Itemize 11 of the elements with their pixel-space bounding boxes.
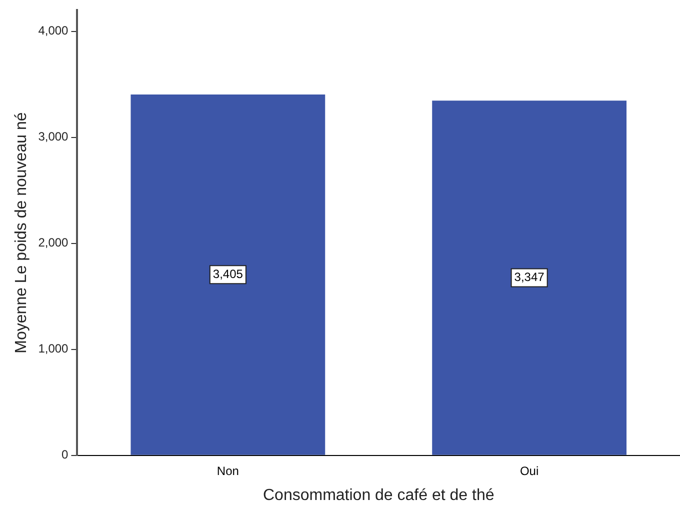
x-axis-title: Consommation de café et de thé [262,486,494,504]
y-tick-label: 2,000 [38,236,69,250]
y-tick-label: 1,000 [38,342,69,356]
x-tick-label: Oui [520,464,539,478]
data-label: 3,347 [514,270,545,284]
y-tick-label: 0 [62,448,69,462]
y-tick-label: 3,000 [38,130,69,144]
y-tick-label: 4,000 [38,24,69,38]
data-label: 3,405 [212,266,244,281]
y-axis-title: Moyenne Le poids de nouveau né [13,112,30,354]
x-tick-label: Non [216,464,239,478]
